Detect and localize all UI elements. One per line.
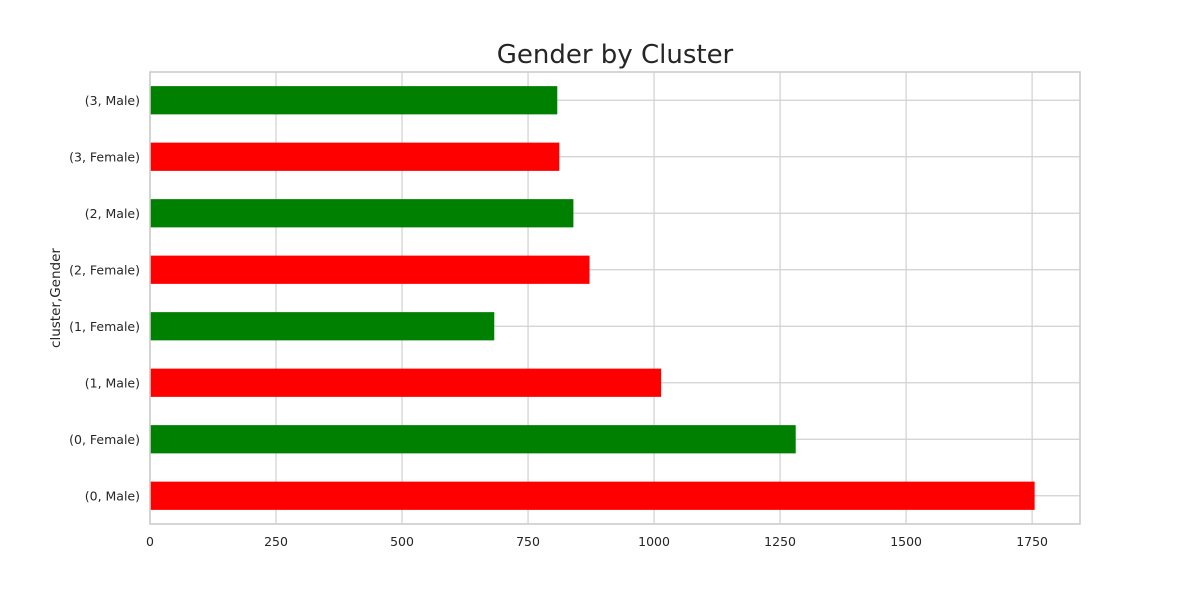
x-tick-label: 0: [146, 534, 154, 549]
x-tick-label: 750: [516, 534, 540, 549]
y-tick-label: (1, Female): [69, 319, 140, 334]
bar: [150, 425, 796, 454]
x-tick-label: 1000: [638, 534, 670, 549]
y-tick-label: (3, Female): [69, 149, 140, 164]
bar: [150, 199, 574, 228]
bar: [150, 368, 662, 397]
bar: [150, 255, 590, 284]
bar: [150, 481, 1035, 510]
chart-title: Gender by Cluster: [497, 40, 734, 70]
x-tick-label: 1750: [1016, 534, 1048, 549]
x-tick-labels: 0 250 500 750 1000 1250 1500 1750: [146, 534, 1048, 549]
y-tick-label: (2, Female): [69, 262, 140, 277]
y-tick-label: (0, Female): [69, 432, 140, 447]
grid-lines: [149, 72, 1080, 524]
x-tick-label: 1250: [764, 534, 796, 549]
x-tick-label: 1500: [890, 534, 922, 549]
bar: [150, 142, 560, 171]
bars: [150, 86, 1035, 510]
x-tick-label: 500: [390, 534, 414, 549]
y-tick-label: (1, Male): [85, 375, 140, 390]
bar: [150, 86, 558, 115]
y-tick-label: (3, Male): [85, 93, 140, 108]
y-tick-label: (2, Male): [85, 206, 140, 221]
y-axis-label: cluster,Gender: [48, 248, 64, 348]
y-tick-label: (0, Male): [85, 488, 140, 503]
bar: [150, 312, 495, 341]
y-tick-labels: (0, Male) (0, Female) (1, Male) (1, Female)…: [69, 93, 140, 504]
plot-frame: [149, 71, 1081, 525]
x-tick-label: 250: [264, 534, 288, 549]
